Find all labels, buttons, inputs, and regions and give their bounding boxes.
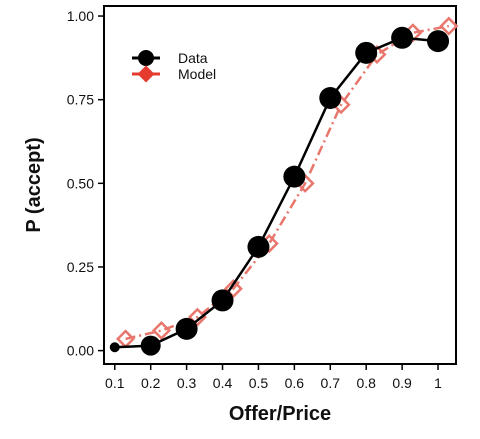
y-tick-label: 1.00: [67, 8, 94, 24]
x-axis-ticks: 0.1 0.2 0.3 0.4 0.5 0.6 0.7 0.8 0.9 1: [105, 364, 442, 391]
x-tick-label: 0.5: [249, 375, 269, 391]
x-tick-label: 0.1: [105, 375, 125, 391]
x-tick-label: 0.4: [213, 375, 233, 391]
model-point: [116, 329, 136, 349]
plot-frame: [103, 5, 457, 365]
y-tick-label: 0.25: [67, 259, 94, 275]
series-layer: [109, 16, 459, 356]
x-axis-label: Offer/Price: [229, 403, 331, 425]
legend-data-label: Data: [178, 50, 208, 66]
data-point: [391, 26, 414, 49]
data-point: [175, 317, 198, 340]
data-point: [283, 165, 306, 188]
data-point: [319, 87, 342, 110]
x-tick-label: 0.6: [285, 375, 305, 391]
y-axis-label: P (accept): [23, 137, 45, 232]
x-tick-label: 1: [434, 375, 442, 391]
x-tick-label: 0.8: [356, 375, 376, 391]
model-point: [439, 16, 459, 36]
data-point: [140, 335, 161, 356]
data-point: [355, 41, 378, 64]
x-tick-label: 0.9: [392, 375, 412, 391]
data-point: [109, 342, 120, 353]
model-point: [151, 320, 172, 341]
y-tick-label: 0.50: [67, 175, 94, 191]
x-tick-label: 0.3: [177, 375, 197, 391]
data-series-line: [114, 36, 439, 349]
data-point: [247, 235, 270, 258]
legend: Data Model: [132, 50, 216, 83]
x-tick-label: 0.2: [141, 375, 161, 391]
y-tick-label: 0.75: [67, 92, 94, 108]
y-axis-ticks: 0.00 0.25 0.50 0.75 1.00: [67, 8, 104, 359]
y-tick-label: 0.00: [67, 343, 94, 359]
legend-model-marker: [137, 65, 155, 83]
legend-model-label: Model: [178, 66, 216, 82]
x-tick-label: 0.7: [321, 375, 341, 391]
data-point: [427, 30, 450, 53]
legend-data-marker: [138, 50, 154, 66]
data-point: [211, 289, 234, 312]
